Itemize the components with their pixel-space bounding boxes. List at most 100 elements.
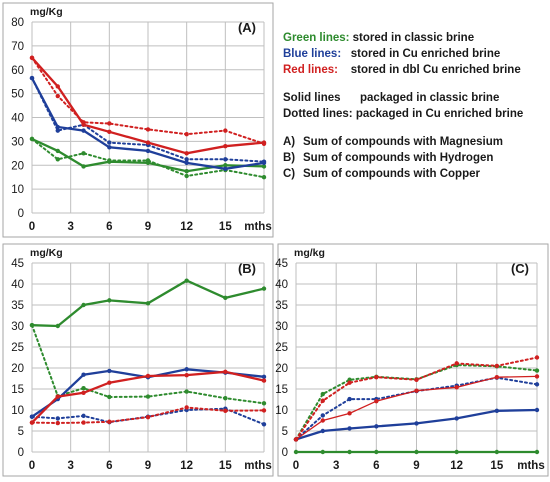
data-point-green-dotted (223, 396, 228, 401)
data-point-green-solid (107, 298, 112, 303)
legend-blue-label: Blue lines: (283, 48, 342, 60)
data-point-red-solid (414, 388, 419, 393)
data-point-blue-solid (261, 374, 267, 380)
y-tick-label: 35 (275, 300, 288, 312)
data-point-red-dotted (145, 127, 151, 132)
y-tick-label: 5 (18, 426, 24, 438)
y-tick-label: 80 (11, 17, 24, 29)
y-tick-label: 40 (11, 113, 24, 125)
data-point-blue-dotted (261, 159, 267, 164)
data-point-red-dotted (454, 361, 459, 366)
data-point-red-dotted (374, 375, 379, 380)
panel-label-c: (C) (511, 261, 529, 276)
data-point-green-dotted (55, 157, 60, 162)
data-point-green-dotted (320, 391, 325, 397)
data-point-red-dotted (223, 128, 228, 133)
x-tick-label: 3 (67, 460, 73, 472)
data-point-red-dotted (347, 380, 352, 385)
data-point-blue-solid (534, 407, 540, 413)
panel-frame-a (2, 2, 274, 238)
data-point-green-solid (261, 164, 267, 169)
data-point-red-dotted (145, 414, 151, 420)
data-point-blue-dotted (534, 382, 540, 387)
data-point-blue-dotted (81, 413, 86, 419)
y-tick-label: 25 (11, 342, 24, 354)
y-tick-label: 50 (11, 89, 24, 101)
chart-panel-b: 0 5 10 15 20 25 30 35 40 45 0 3 6 9 12 15 mg/Kg mths (B) (2, 243, 274, 477)
data-point-blue-solid (81, 128, 86, 133)
y-tick-label: 15 (275, 384, 288, 396)
y-tick-label: 20 (11, 363, 24, 375)
x-tick-label: 12 (450, 460, 463, 472)
x-tick-label: 12 (180, 460, 193, 472)
data-point-red-dotted (55, 420, 60, 426)
data-point-green-solid (184, 169, 189, 174)
chart-panel-c: 0 5 10 15 20 25 30 35 40 45 0 3 6 9 12 15 mg/kg mths (C) (275, 243, 549, 477)
x-tick-label: 6 (106, 221, 112, 233)
panel-frame-b (2, 243, 274, 477)
y-tick-label: 30 (11, 136, 24, 148)
data-point-red-solid (55, 394, 60, 399)
data-point-red-solid (107, 129, 112, 135)
legend-b-key: B) (283, 152, 296, 164)
data-point-red-dotted (184, 132, 189, 137)
data-point-red-solid (145, 373, 151, 379)
data-point-green-solid (293, 449, 299, 455)
x-axis-unit-label: mths (517, 460, 544, 472)
y-tick-label: 35 (11, 300, 24, 312)
x-tick-label: 9 (145, 221, 151, 233)
legend-row-b: B) Sum of compounds with Hydrogen (283, 150, 548, 166)
y-tick-label: 40 (11, 279, 24, 291)
y-tick-label: 0 (282, 447, 288, 459)
data-point-green-dotted (107, 394, 112, 400)
data-point-green-dotted (261, 174, 267, 180)
series-line-blue-dotted (31, 77, 265, 163)
data-point-red-dotted (293, 437, 299, 442)
data-point-green-dotted (29, 136, 35, 142)
x-tick-label: 9 (413, 460, 419, 472)
data-point-green-solid (81, 302, 86, 308)
x-tick-label: 0 (29, 221, 35, 233)
legend-solid-text: packaged in classic brine (360, 92, 500, 104)
data-point-green-dotted (29, 322, 35, 328)
data-point-green-solid (374, 449, 379, 455)
data-point-green-solid (223, 163, 228, 168)
data-point-red-dotted (184, 405, 189, 410)
data-point-green-solid (534, 449, 540, 455)
data-point-blue-solid (184, 160, 189, 166)
data-point-blue-solid (347, 426, 352, 431)
y-tick-label: 60 (11, 65, 24, 77)
data-point-green-solid (454, 449, 459, 455)
legend-row-dotted: Dotted lines: packaged in Cu enriched br… (283, 106, 548, 122)
data-point-red-solid (454, 385, 459, 390)
x-tick-label: 6 (373, 460, 379, 472)
legend-row-green: Green lines: stored in classic brine (283, 30, 548, 46)
series-line-red-dotted (31, 56, 265, 145)
y-tick-label: 5 (282, 426, 288, 438)
x-tick-label: 0 (293, 460, 299, 472)
y-tick-label: 45 (11, 258, 24, 270)
data-point-red-dotted (414, 377, 419, 382)
data-point-blue-solid (374, 424, 379, 429)
y-tick-label: 15 (11, 384, 24, 396)
x-tick-label: 9 (145, 460, 151, 472)
chart-panel-a: 0 10 20 30 40 50 60 70 80 0 3 6 9 12 15 mg/Kg mths (A) (2, 2, 274, 238)
data-point-green-solid (81, 164, 86, 169)
data-point-red-solid (374, 398, 379, 404)
data-point-blue-dotted (107, 140, 112, 145)
data-point-red-solid (347, 411, 352, 416)
data-point-red-dotted (29, 420, 35, 425)
legend-dotted-label: Dotted lines: (283, 108, 353, 120)
data-point-blue-dotted (55, 416, 60, 421)
y-axis-label: mg/Kg (30, 247, 63, 259)
legend-red-label: Red lines: (283, 64, 338, 76)
y-tick-label: 40 (275, 279, 288, 291)
series-line-blue-solid (294, 408, 539, 441)
y-tick-label: 20 (11, 160, 24, 172)
data-point-red-solid (494, 375, 500, 380)
x-tick-label: 6 (106, 460, 112, 472)
data-point-green-solid (55, 148, 60, 154)
data-point-red-solid (184, 372, 189, 378)
data-point-blue-solid (81, 372, 86, 377)
data-point-red-solid (184, 151, 189, 156)
